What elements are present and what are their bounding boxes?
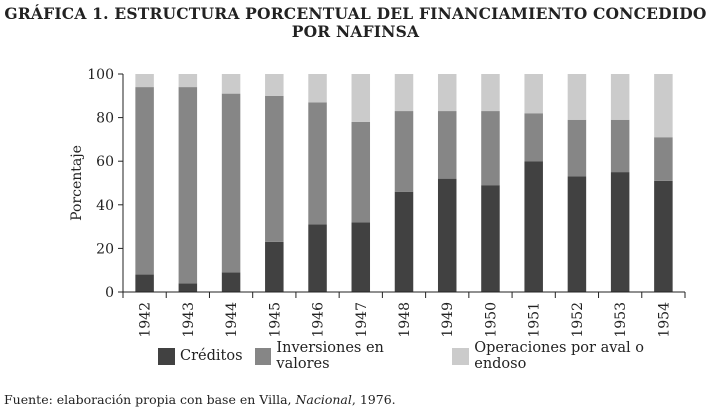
x-tick-label-1944: 1944 bbox=[224, 302, 240, 338]
bar-inversiones-en-valores-1947 bbox=[351, 121, 371, 223]
bar-operaciones-por-aval-o-endoso-1946 bbox=[308, 74, 327, 103]
bar-operaciones-por-aval-o-endoso-1945 bbox=[265, 74, 284, 96]
legend-item-creditos: Créditos bbox=[158, 347, 243, 365]
bar-operaciones-por-aval-o-endoso-1949 bbox=[437, 74, 457, 112]
legend-label-inversiones: Inversiones en valores bbox=[276, 340, 384, 372]
chart-title-line-1: GRÁFICA 1. ESTRUCTURA PORCENTUAL DEL FIN… bbox=[4, 4, 707, 23]
source-note: Fuente: elaboración propia con base en V… bbox=[4, 392, 396, 407]
bar-inversiones-en-valores-1944 bbox=[221, 93, 241, 273]
bar-operaciones-por-aval-o-endoso-1948 bbox=[394, 74, 414, 112]
y-tick-label-80: 80 bbox=[96, 111, 114, 127]
bar-operaciones-por-aval-o-endoso-1944 bbox=[221, 74, 241, 94]
x-tick-label-1948: 1948 bbox=[397, 302, 413, 338]
legend-item-inversiones: Inversiones en valores bbox=[254, 340, 441, 372]
bar-creditos-1942 bbox=[135, 274, 154, 292]
bar-inversiones-en-valores-1942 bbox=[135, 87, 154, 275]
y-tick-label-60: 60 bbox=[96, 154, 114, 170]
x-tick-label-1951: 1951 bbox=[527, 302, 543, 338]
bar-inversiones-en-valores-1949 bbox=[437, 111, 457, 179]
x-tick-label-1949: 1949 bbox=[440, 302, 456, 338]
y-tick-label-0: 0 bbox=[105, 285, 114, 301]
bar-creditos-1944 bbox=[221, 272, 241, 292]
bar-operaciones-por-aval-o-endoso-1943 bbox=[178, 74, 198, 88]
bar-creditos-1949 bbox=[437, 178, 457, 292]
bar-inversiones-en-valores-1946 bbox=[308, 102, 327, 225]
source-italic: Nacional bbox=[295, 392, 352, 407]
bar-inversiones-en-valores-1954 bbox=[654, 137, 673, 181]
y-tick-label-20: 20 bbox=[96, 241, 114, 257]
x-tick-label-1946: 1946 bbox=[311, 302, 327, 338]
x-tick-label-1950: 1950 bbox=[483, 302, 499, 338]
bar-operaciones-por-aval-o-endoso-1953 bbox=[610, 74, 630, 120]
x-tick-label-1945: 1945 bbox=[267, 302, 283, 338]
bar-creditos-1951 bbox=[524, 161, 543, 292]
bar-inversiones-en-valores-1948 bbox=[394, 111, 414, 192]
bar-inversiones-en-valores-1951 bbox=[524, 113, 543, 162]
bar-creditos-1945 bbox=[265, 241, 284, 292]
bar-inversiones-en-valores-1945 bbox=[265, 95, 284, 242]
bar-operaciones-por-aval-o-endoso-1950 bbox=[481, 74, 500, 112]
bar-creditos-1950 bbox=[481, 185, 500, 292]
x-tick-label-1947: 1947 bbox=[354, 302, 370, 338]
legend-label-operaciones: Operaciones por aval o endoso bbox=[474, 340, 645, 372]
legend-label-creditos: Créditos bbox=[180, 348, 243, 364]
legend-swatch-creditos bbox=[158, 347, 175, 365]
x-tick-label-1942: 1942 bbox=[138, 302, 154, 338]
source-prefix: Fuente: elaboración propia con base en V… bbox=[4, 392, 296, 407]
source-suffix: , 1976. bbox=[351, 392, 396, 407]
bar-inversiones-en-valores-1953 bbox=[610, 119, 630, 173]
bar-inversiones-en-valores-1943 bbox=[178, 87, 198, 284]
bar-creditos-1943 bbox=[178, 283, 198, 292]
y-axis-label: Porcentaje bbox=[69, 145, 85, 221]
y-tick-label-40: 40 bbox=[96, 198, 114, 214]
y-tick-label-100: 100 bbox=[87, 67, 114, 83]
x-tick-label-1953: 1953 bbox=[613, 302, 629, 338]
legend-swatch-inversiones bbox=[254, 347, 272, 365]
x-tick-label-1954: 1954 bbox=[656, 302, 672, 338]
bar-creditos-1946 bbox=[308, 224, 327, 292]
bar-creditos-1947 bbox=[351, 222, 371, 292]
legend-swatch-operaciones bbox=[452, 347, 470, 365]
bar-operaciones-por-aval-o-endoso-1947 bbox=[351, 74, 371, 122]
bar-creditos-1954 bbox=[654, 180, 673, 292]
bar-inversiones-en-valores-1950 bbox=[481, 111, 500, 186]
bar-operaciones-por-aval-o-endoso-1951 bbox=[524, 74, 543, 114]
bar-operaciones-por-aval-o-endoso-1954 bbox=[654, 74, 673, 138]
bar-creditos-1948 bbox=[394, 191, 414, 292]
bar-operaciones-por-aval-o-endoso-1952 bbox=[567, 74, 587, 120]
legend-item-operaciones: Operaciones por aval o endoso bbox=[452, 340, 699, 372]
chart-title-line-2: POR NAFINSA bbox=[291, 22, 420, 41]
chart-legend: Créditos Inversiones en valores Operacio… bbox=[158, 340, 711, 372]
x-tick-label-1952: 1952 bbox=[570, 302, 586, 338]
bar-creditos-1952 bbox=[567, 176, 587, 292]
bar-creditos-1953 bbox=[610, 172, 630, 292]
x-tick-label-1943: 1943 bbox=[181, 302, 197, 338]
bar-operaciones-por-aval-o-endoso-1942 bbox=[135, 74, 154, 88]
bar-inversiones-en-valores-1952 bbox=[567, 119, 587, 177]
